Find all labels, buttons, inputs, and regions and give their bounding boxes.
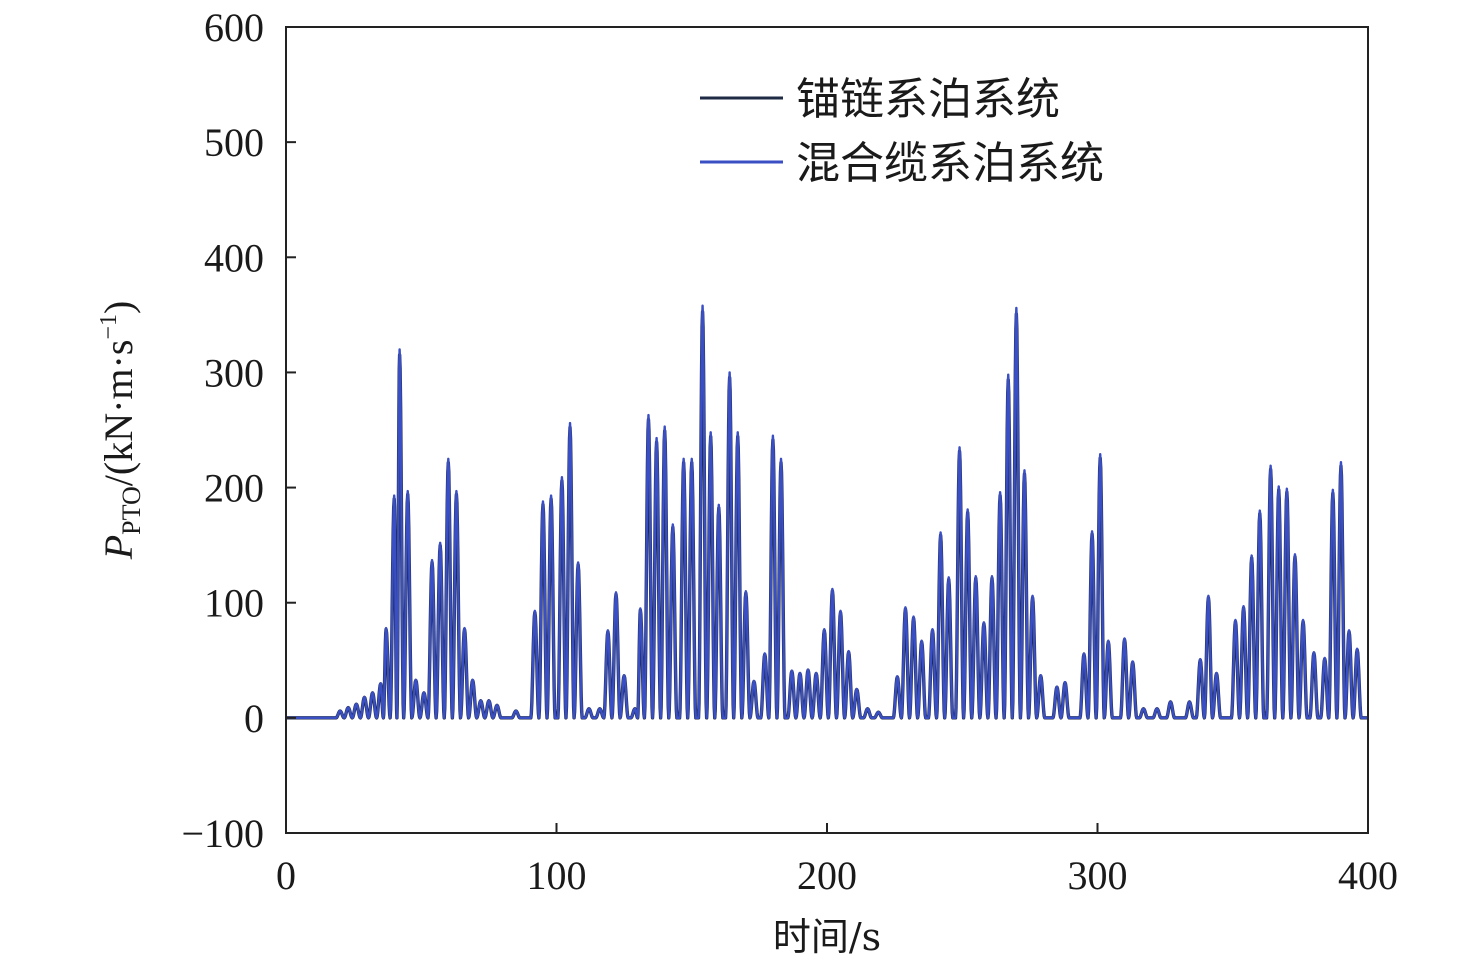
x-tick-label: 100 [527,853,587,898]
y-tick-label: 300 [204,350,264,395]
x-tick-label: 0 [276,853,296,898]
legend-label-anchor-chain: 锚链系泊系统 [796,74,1060,125]
y-axis-subscript: PTO [117,486,146,535]
legend-label-hybrid-cable: 混合缆系泊系统 [796,138,1104,189]
y-axis-unit: /(kN·m·s [96,340,141,487]
y-tick-label: 100 [204,581,264,626]
legend: 锚链系泊系统 混合缆系泊系统 [700,74,1104,189]
y-tick-label: −100 [181,811,264,856]
y-tick-label: 400 [204,235,264,280]
y-tick-label: 500 [204,120,264,165]
y-axis-title: PPTO/(kN·m·s−1) [96,301,146,561]
y-axis-unit-exponent: −1 [96,314,122,340]
x-axis-title: 时间/s [773,915,881,959]
y-tick-label: 200 [204,466,264,511]
axis-ticks [285,26,1369,834]
x-tick-labels: 0 100 200 300 400 [276,853,1398,898]
plot-lines [286,304,1368,720]
x-tick-label: 400 [1338,853,1398,898]
y-axis-symbol: P [96,535,141,560]
y-axis-unit-close: ) [96,301,141,314]
series-line-hybrid-cable [286,304,1368,720]
y-tick-label: 0 [244,696,264,741]
x-tick-label: 300 [1068,853,1128,898]
y-tick-labels: −100 0 100 200 300 400 500 600 [181,5,264,856]
x-tick-label: 200 [797,853,857,898]
y-tick-label: 600 [204,5,264,50]
